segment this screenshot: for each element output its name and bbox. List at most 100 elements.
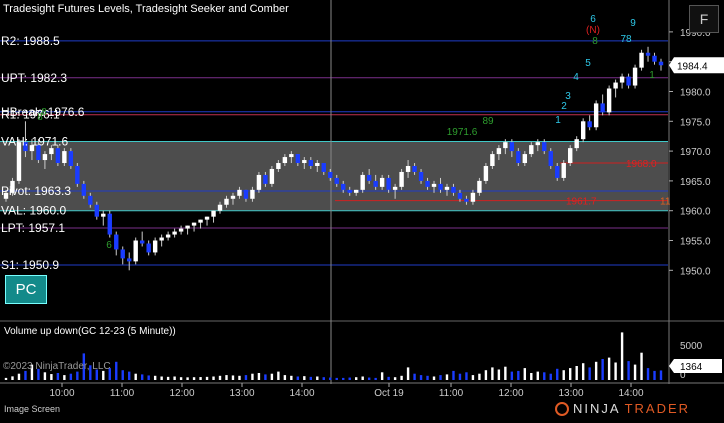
volume-bar [4, 377, 8, 380]
price-axis-label: 1990.0 [680, 28, 711, 39]
candle-body [386, 177, 391, 190]
candle-body [172, 231, 177, 235]
candle-body [94, 204, 99, 217]
current-volume-label: 1364 [680, 362, 703, 373]
signal-annotation: 6 [590, 14, 596, 25]
volume-bar [348, 377, 351, 380]
candle-body [224, 198, 229, 205]
candle-body [159, 237, 164, 241]
candle-body [496, 148, 502, 155]
candle-body [457, 192, 463, 199]
level-label: R1: 1976.1 [1, 108, 60, 122]
volume-bar [594, 361, 598, 380]
pc-button[interactable]: PC [5, 275, 47, 304]
volume-bar [549, 373, 552, 380]
candle-body [114, 234, 119, 250]
candle-body [542, 142, 547, 152]
volume-bar [491, 367, 494, 380]
volume-bar [199, 377, 202, 380]
ninjatrader-logo-mark-icon [555, 401, 569, 416]
volume-bar [43, 372, 47, 380]
volume-bar [400, 375, 403, 380]
candle-body [276, 163, 281, 169]
volume-bar [218, 375, 222, 380]
volume-bar [335, 377, 338, 380]
candle-body [152, 240, 158, 253]
candle-body [341, 183, 346, 190]
candle-body [178, 228, 184, 232]
f-button[interactable]: F [689, 5, 719, 33]
volume-bar [205, 376, 209, 380]
volume-bar [17, 373, 21, 380]
candle-body [451, 186, 456, 193]
signal-annotation: 6 [106, 240, 112, 251]
candle-body [373, 180, 378, 187]
volume-bar [329, 377, 332, 380]
volume-bar [588, 367, 591, 380]
candle-body [250, 189, 255, 199]
volume-bar [30, 364, 34, 380]
volume-bar [37, 368, 40, 380]
candle-body [347, 189, 352, 193]
volume-bar [50, 374, 53, 380]
candle-body [379, 177, 385, 187]
candle-body [230, 195, 236, 199]
candle-body [639, 52, 644, 68]
candle-body [315, 163, 320, 166]
candle-body [263, 174, 268, 184]
volume-bar [179, 377, 183, 380]
volume-bar [89, 365, 92, 380]
volume-bar [11, 376, 14, 380]
volume-bar [627, 361, 630, 380]
signal-annotation: 78 [620, 34, 632, 45]
price-axis-label: 1970.0 [680, 147, 711, 158]
red-edge-marker: 11 [660, 197, 671, 208]
level-label: UPT: 1982.3 [1, 71, 67, 85]
signal-annotation: 89 [482, 116, 494, 127]
level-label: S1: 1950.9 [1, 258, 59, 272]
price-axis-label: 1960.0 [680, 207, 711, 218]
candle-body [334, 177, 339, 184]
candle-body [269, 168, 275, 184]
volume-bar [264, 374, 267, 380]
candle-body [431, 183, 437, 187]
candle-body [10, 180, 15, 193]
signal-annotation: 3 [565, 91, 571, 102]
candle-body [16, 142, 22, 181]
volume-bar [458, 373, 462, 380]
image-screen-label: Image Screen [4, 404, 61, 414]
volume-bar [322, 377, 325, 380]
candle-body [606, 88, 612, 113]
signal-annotation: 8 [37, 112, 43, 123]
volume-bar [426, 375, 429, 380]
candle-body [295, 154, 301, 164]
time-axis-label: 13:00 [558, 388, 583, 399]
candle-body [438, 183, 443, 190]
candle-body [204, 216, 210, 220]
volume-bar [607, 357, 611, 380]
candle-body [490, 154, 495, 166]
volume-bar [361, 376, 364, 380]
candle-body [3, 192, 9, 199]
candle-body [392, 186, 398, 190]
candle-body [561, 163, 566, 178]
price-axis-label: 1980.0 [680, 87, 711, 98]
candle-body [127, 258, 132, 262]
signal-annotation: 8 [592, 36, 598, 47]
candle-body [165, 234, 171, 238]
signal-annotation: 9 [630, 18, 636, 29]
volume-bar [283, 375, 287, 380]
price-axis-label: 1950.0 [680, 266, 711, 277]
volume-panel-title: Volume up down(GC 12-23 (5 Minute)) [4, 326, 176, 337]
time-axis-label: 13:00 [229, 388, 254, 399]
volume-bar [153, 375, 157, 380]
signal-annotation: 4 [573, 72, 579, 83]
volume-bar [95, 369, 98, 380]
volume-bar [653, 370, 656, 380]
volume-bar [478, 373, 481, 380]
volume-bar [354, 377, 358, 380]
candle-body [632, 67, 638, 86]
candle-body [191, 222, 197, 226]
